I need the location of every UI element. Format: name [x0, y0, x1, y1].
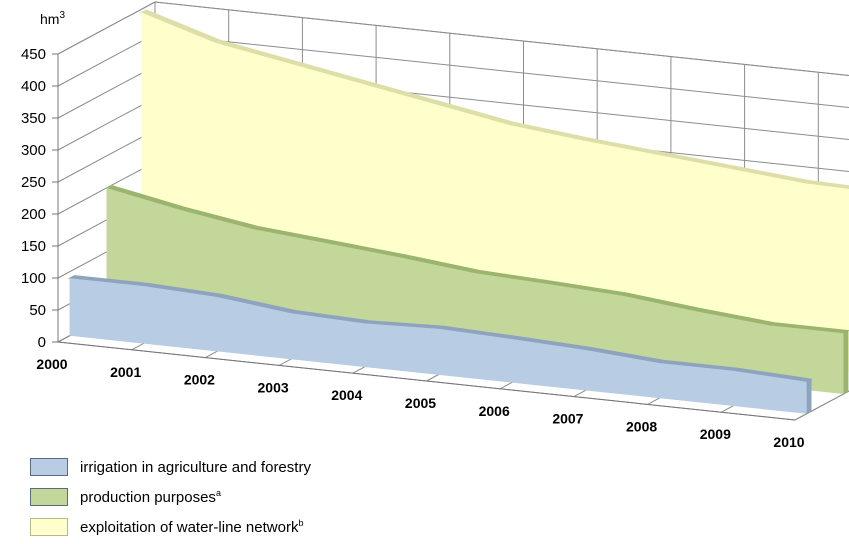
series-1	[105, 184, 849, 394]
chart-series	[67, 9, 849, 414]
y-tick-label: 450	[21, 46, 46, 63]
unit-text: hm	[40, 11, 59, 27]
legend-swatch-water-line	[30, 518, 68, 536]
unit-superscript: 3	[59, 10, 65, 21]
x-tick-label: 2009	[700, 426, 731, 442]
series-area	[69, 278, 807, 414]
x-tick-label: 2006	[479, 403, 510, 419]
y-tick-label: 50	[29, 302, 46, 319]
y-axis-ticks: 0 50 100 150 200 250 300 350 400 450	[21, 46, 46, 351]
legend-item-production: production purposesa	[30, 482, 311, 512]
x-tick-label: 2000	[36, 356, 67, 372]
x-tick-label: 2008	[626, 418, 657, 434]
y-tick-label: 350	[21, 110, 46, 127]
series-end-cap	[843, 330, 849, 394]
x-gridline	[794, 390, 849, 421]
x-tick-label: 2010	[773, 434, 804, 450]
legend-sup-production: a	[215, 488, 221, 498]
legend: irrigation in agriculture and forestry p…	[30, 452, 311, 542]
y-tick-label: 0	[38, 334, 46, 351]
series-end-cap	[806, 379, 812, 414]
x-tick-label: 2003	[258, 379, 289, 395]
x-axis-ticks: 2000 2001 2002 2003 2004 2005 2006 2007 2008 2009…	[36, 356, 804, 450]
legend-sup-water-line: b	[298, 518, 304, 528]
legend-swatch-irrigation	[30, 458, 68, 476]
x-tick-label: 2004	[331, 387, 362, 403]
series-0	[67, 275, 814, 414]
x-tick-label: 2005	[405, 395, 436, 411]
y-tick-label: 250	[21, 174, 46, 191]
legend-item-irrigation: irrigation in agriculture and forestry	[30, 452, 311, 482]
legend-label-irrigation: irrigation in agriculture and forestry	[80, 459, 311, 476]
y-axis-unit: hm3	[40, 10, 65, 27]
legend-label-water-line: exploitation of water-line network	[80, 519, 299, 536]
y-tick-label: 200	[21, 206, 46, 223]
x-tick-label: 2002	[184, 372, 215, 388]
legend-item-water-line: exploitation of water-line networkb	[30, 512, 311, 542]
y-tick-label: 400	[21, 78, 46, 95]
legend-swatch-production	[30, 488, 68, 506]
series-area	[106, 188, 844, 394]
x-axis-line	[57, 341, 796, 421]
x-tick-label: 2007	[552, 411, 583, 427]
y-tick-label: 100	[21, 270, 46, 287]
y-tick-label: 300	[21, 142, 46, 159]
legend-label-production: production purposes	[80, 489, 216, 506]
x-tick-label: 2001	[110, 364, 141, 380]
y-tick-label: 150	[21, 238, 46, 255]
